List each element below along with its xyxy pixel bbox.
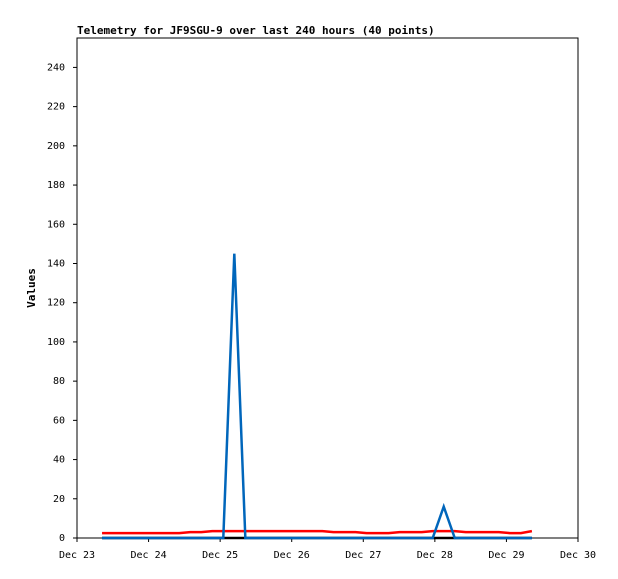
x-tick-label: Dec 26 bbox=[274, 550, 310, 561]
x-tick-label: Dec 29 bbox=[488, 550, 524, 561]
chart-title: Telemetry for JF9SGU-9 over last 240 hou… bbox=[77, 24, 435, 37]
y-tick-label: 180 bbox=[47, 180, 65, 191]
y-tick-label: 40 bbox=[53, 455, 65, 466]
x-tick-label: Dec 25 bbox=[202, 550, 238, 561]
y-axis-label: Values bbox=[25, 268, 38, 308]
plot-frame bbox=[76, 37, 579, 539]
x-tick-label: Dec 27 bbox=[345, 550, 381, 561]
series-line bbox=[102, 253, 532, 540]
y-tick-label: 80 bbox=[53, 376, 65, 387]
x-tick-label: Dec 23 bbox=[59, 550, 95, 561]
y-tick-label: 120 bbox=[47, 298, 65, 309]
series-line bbox=[102, 529, 533, 535]
y-tick-label: 200 bbox=[47, 141, 65, 152]
x-tick-label: Dec 28 bbox=[417, 550, 453, 561]
y-tick-label: 160 bbox=[47, 219, 65, 230]
y-tick-label: 0 bbox=[59, 533, 65, 544]
x-tick-label: Dec 24 bbox=[131, 550, 167, 561]
y-tick-label: 140 bbox=[47, 258, 65, 269]
y-tick-label: 20 bbox=[53, 494, 65, 505]
y-tick-label: 60 bbox=[53, 415, 65, 426]
x-tick-label: Dec 30 bbox=[560, 550, 596, 561]
y-tick-label: 220 bbox=[47, 102, 65, 113]
y-tick-label: 240 bbox=[47, 62, 65, 73]
y-tick-label: 100 bbox=[47, 337, 65, 348]
